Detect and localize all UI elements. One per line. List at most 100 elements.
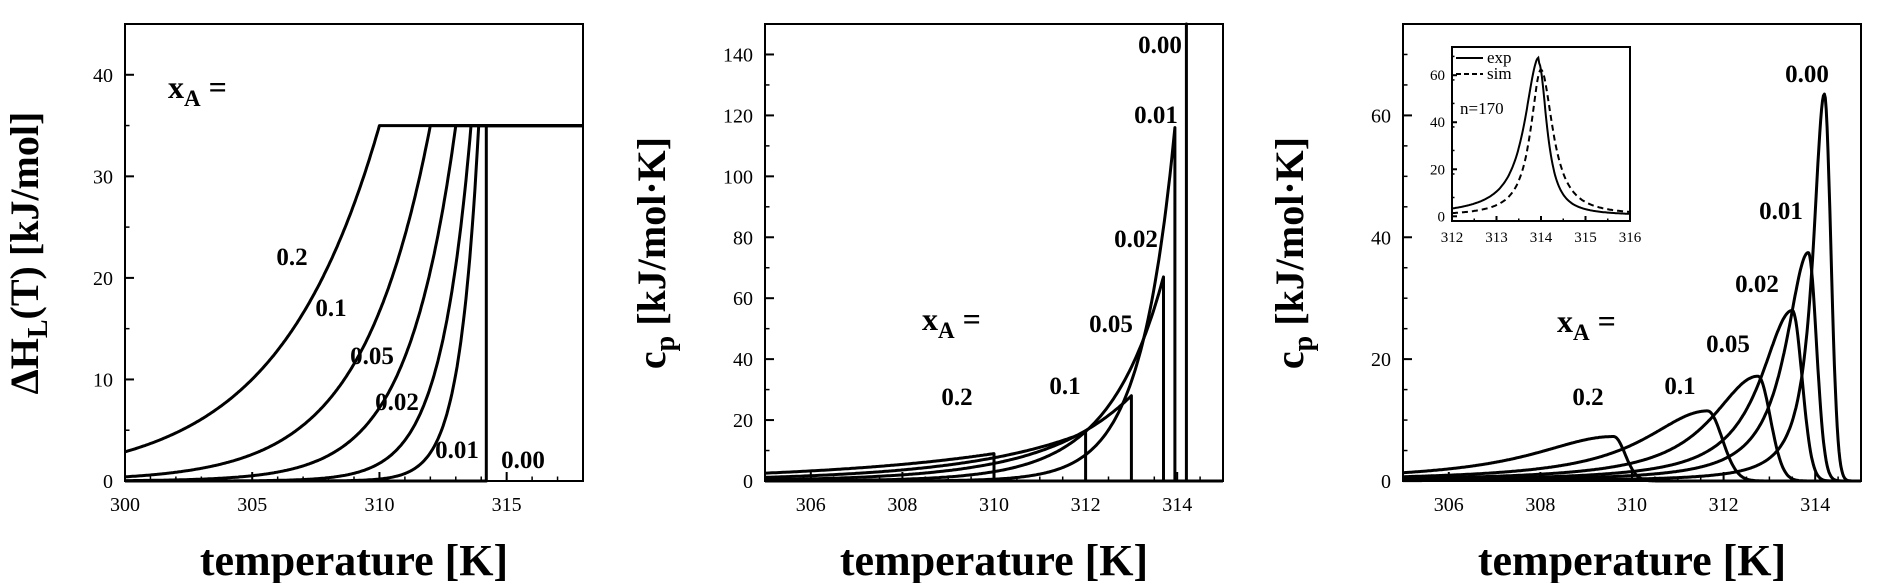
p1-ytick-label: 20 bbox=[93, 268, 113, 290]
p2-xtick-label: 310 bbox=[979, 494, 1009, 516]
p1-ylabel: ΔHL(T) [kJ/mol] bbox=[2, 112, 54, 395]
p3-series-label: 0.1 bbox=[1664, 373, 1695, 400]
inset-n-annotation: n=170 bbox=[1460, 99, 1504, 118]
inset-ytick-label: 60 bbox=[1430, 68, 1445, 84]
p1-ytick-label: 0 bbox=[103, 471, 113, 493]
p3-xtick-label: 314 bbox=[1800, 494, 1830, 516]
p1-ytick-label: 40 bbox=[93, 65, 113, 87]
inset-ytick-label: 0 bbox=[1438, 209, 1446, 225]
inset-xtick-label: 314 bbox=[1530, 230, 1553, 246]
p3-inset: 312 313 314 315 316 0 20 40 60 exp sim n=170 bbox=[1430, 46, 1642, 246]
p2-xtick-label: 306 bbox=[796, 494, 826, 516]
p3-xa-annotation: xA = bbox=[1557, 303, 1616, 345]
p1-curve-0.05 bbox=[124, 124, 583, 483]
p3-ylabel: cp [kJ/mol·K] bbox=[1267, 137, 1319, 369]
p1-series-label: 0.01 bbox=[435, 437, 479, 464]
p2-curve-0.05 bbox=[765, 394, 1223, 483]
p2-series-label: 0.1 bbox=[1049, 373, 1080, 400]
inset-xtick-label: 313 bbox=[1485, 230, 1508, 246]
p2-series-labels: 0.2 0.1 0.05 0.02 0.01 0.00 bbox=[941, 32, 1182, 411]
inset-ticks: 312 313 314 315 316 0 20 40 60 bbox=[1430, 55, 1642, 246]
p1-ytick-label: 30 bbox=[93, 166, 113, 188]
p3-ytick-label: 0 bbox=[1381, 471, 1391, 493]
inset-curve-sim bbox=[1452, 68, 1631, 215]
p2-ytick-label: 60 bbox=[733, 288, 753, 310]
p2-ylabel: cp [kJ/mol·K] bbox=[629, 137, 681, 369]
p2-plot-frame bbox=[764, 23, 1224, 482]
p3-ytick-label: 60 bbox=[1371, 105, 1391, 127]
p1-series-label: 0.1 bbox=[315, 295, 346, 322]
p1-xtick-label: 300 bbox=[110, 494, 140, 516]
p1-xtick-label: 310 bbox=[364, 494, 394, 516]
p3-series-label: 0.02 bbox=[1735, 271, 1779, 298]
p3-plot-frame bbox=[1402, 23, 1862, 482]
p1-curve-0.1 bbox=[124, 124, 583, 479]
p1-curves bbox=[124, 124, 583, 483]
inset-xtick-label: 312 bbox=[1441, 230, 1464, 246]
legend-exp-label: exp bbox=[1487, 48, 1512, 67]
p1-series-label: 0.05 bbox=[350, 343, 394, 370]
p1-xtick-label: 315 bbox=[492, 494, 522, 516]
p1-curve-0.00 bbox=[125, 124, 583, 483]
p3-curve-0.02 bbox=[1402, 308, 1862, 483]
p2-xlabel: temperature [K] bbox=[840, 536, 1148, 583]
p2-xa-annotation: xA = bbox=[922, 301, 981, 343]
p3-xtick-label: 308 bbox=[1525, 494, 1555, 516]
p3-series-label: 0.01 bbox=[1759, 198, 1803, 225]
p1-series-label: 0.2 bbox=[276, 244, 307, 271]
p3-curve-0.01 bbox=[1402, 251, 1862, 483]
p2-curve-0.02 bbox=[765, 275, 1223, 483]
p3-ytick-label: 20 bbox=[1371, 349, 1391, 371]
p2-series-label: 0.05 bbox=[1089, 311, 1133, 338]
p2-xtick-label: 308 bbox=[887, 494, 917, 516]
p2-ytick-label: 80 bbox=[733, 227, 753, 249]
inset-xtick-label: 315 bbox=[1574, 230, 1597, 246]
p1-xtick-label: 305 bbox=[237, 494, 267, 516]
legend-sim-label: sim bbox=[1487, 64, 1512, 83]
p3-xtick-label: 310 bbox=[1617, 494, 1647, 516]
p2-ytick-label: 20 bbox=[733, 410, 753, 432]
panel-heat-capacity-exp: 306 308 310 312 314 0 20 40 60 0.2 0.1 0.05 0.02 0.0… bbox=[1267, 23, 1862, 583]
p2-series-label: 0.00 bbox=[1138, 32, 1182, 59]
p3-xtick-label: 312 bbox=[1709, 494, 1739, 516]
p1-ticks: 300 305 310 315 0 10 20 30 40 bbox=[93, 23, 584, 516]
p2-series-label: 0.02 bbox=[1114, 226, 1158, 253]
p3-series-label: 0.2 bbox=[1572, 384, 1603, 411]
p2-ticks: 306 308 310 312 314 0 20 40 60 80 100 120 140 bbox=[723, 23, 1224, 516]
p2-curve-0.1 bbox=[764, 430, 1223, 483]
p1-curve-0.01 bbox=[124, 124, 583, 483]
p3-series-labels: 0.2 0.1 0.05 0.02 0.01 0.00 bbox=[1572, 61, 1829, 411]
p1-curve-0.02 bbox=[124, 124, 583, 483]
p2-series-label: 0.2 bbox=[941, 384, 972, 411]
inset-curves bbox=[1451, 55, 1631, 215]
p1-curve-0.2 bbox=[124, 124, 583, 454]
p1-xlabel: temperature [K] bbox=[200, 536, 508, 583]
panel-heat-capacity-sim: 306 308 310 312 314 0 20 40 60 80 100 120 140 0.2 0.1… bbox=[629, 22, 1224, 583]
inset-ytick-label: 20 bbox=[1430, 162, 1445, 178]
p3-series-label: 0.05 bbox=[1706, 331, 1750, 358]
inset-frame bbox=[1451, 46, 1631, 222]
p2-ytick-label: 100 bbox=[723, 166, 753, 188]
p1-series-label: 0.02 bbox=[375, 389, 419, 416]
p2-xtick-label: 312 bbox=[1071, 494, 1101, 516]
p3-ytick-label: 40 bbox=[1371, 227, 1391, 249]
p1-plot-frame bbox=[124, 23, 584, 482]
p2-ytick-label: 120 bbox=[723, 105, 753, 127]
inset-ytick-label: 40 bbox=[1430, 115, 1445, 131]
p3-series-label: 0.00 bbox=[1785, 61, 1829, 88]
p3-xtick-label: 306 bbox=[1434, 494, 1464, 516]
p3-xlabel: temperature [K] bbox=[1478, 536, 1786, 583]
inset-xtick-label: 316 bbox=[1619, 230, 1642, 246]
p2-curve-0.2 bbox=[765, 452, 1223, 483]
p2-ytick-label: 140 bbox=[723, 44, 753, 66]
p1-xa-annotation: xA = bbox=[168, 69, 227, 111]
panel-enthalpy: 300 305 310 315 0 10 20 30 40 0.2 0.10.05 0.02 0.01… bbox=[2, 23, 584, 583]
p2-series-label: 0.01 bbox=[1134, 102, 1178, 129]
p1-ytick-label: 10 bbox=[93, 369, 113, 391]
p2-ytick-label: 0 bbox=[743, 471, 753, 493]
p3-curve-0.05 bbox=[1402, 374, 1862, 483]
p1-series-labels: 0.2 0.10.05 0.02 0.01 0.00 bbox=[276, 244, 545, 474]
p2-ytick-label: 40 bbox=[733, 349, 753, 371]
p2-xtick-label: 314 bbox=[1162, 494, 1192, 516]
